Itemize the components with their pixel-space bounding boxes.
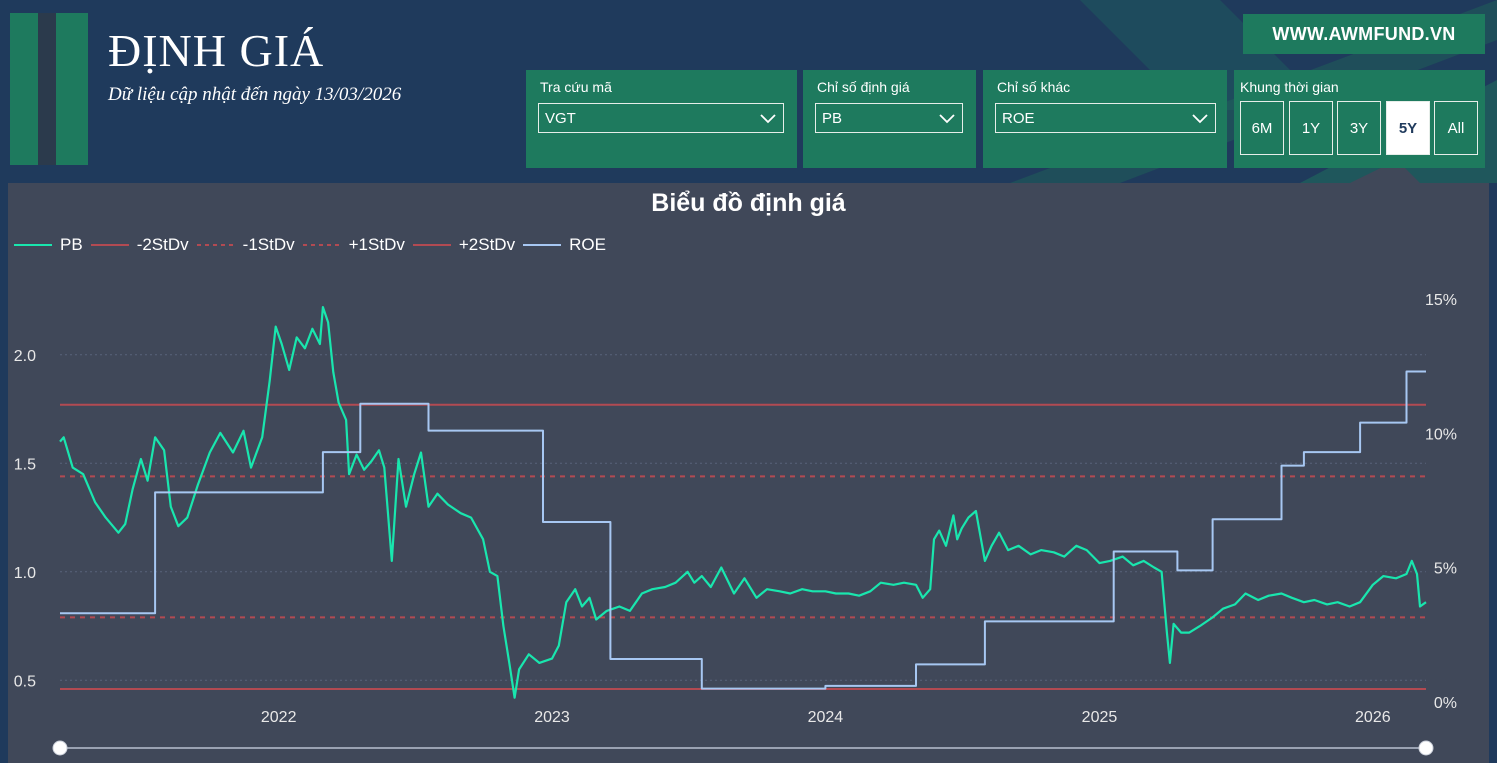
legend-label-minus2stdv: -2StDv xyxy=(136,235,189,254)
y-left-tick-label: 2.0 xyxy=(14,348,36,365)
other-metric-value: ROE xyxy=(1002,109,1035,127)
legend-swatch-pb xyxy=(14,244,52,246)
timeframe-label: Khung thời gian xyxy=(1240,79,1339,95)
ticker-filter-label: Tra cứu mã xyxy=(540,79,612,95)
legend-item-minus2stdv[interactable]: -2StDv xyxy=(90,235,189,255)
legend-label-plus1stdv: +1StDv xyxy=(348,235,405,254)
chevron-down-icon xyxy=(1192,114,1208,124)
other-metric-select[interactable]: ROE xyxy=(995,103,1216,133)
legend-item-pb[interactable]: PB xyxy=(14,235,83,255)
valuation-metric-filter-card: Chỉ số định giá PB xyxy=(803,70,976,168)
legend-label-minus1stdv: -1StDv xyxy=(242,235,295,254)
y-left-tick-label: 1.0 xyxy=(14,565,36,582)
legend-swatch-minus2stdv xyxy=(90,244,129,246)
legend-item-minus1stdv[interactable]: -1StDv xyxy=(196,235,295,255)
logo-bar-middle xyxy=(38,13,56,165)
legend-item-plus2stdv[interactable]: +2StDv xyxy=(412,235,516,255)
chart-legend: PB -2StDv -1StDv +1StDv +2StDv ROE xyxy=(14,235,614,255)
legend-swatch-roe xyxy=(523,244,562,246)
y-right-tick-label: 15% xyxy=(1425,292,1457,309)
y-right-tick-label: 5% xyxy=(1434,561,1457,578)
chart-title: Biểu đồ định giá xyxy=(651,189,846,217)
slider-handle-icon[interactable] xyxy=(1418,740,1434,756)
valuation-chart-panel: 0.5 1.0 1.5 2.0 0% 5% 10% 15% 2022 2023 2024 2025 20… xyxy=(8,183,1489,763)
other-metric-label: Chỉ số khác xyxy=(997,79,1071,95)
y-left-tick-label: 1.5 xyxy=(14,456,36,473)
logo-bar-left xyxy=(10,13,42,165)
legend-item-plus1stdv[interactable]: +1StDv xyxy=(302,235,405,255)
page-title: ĐỊNH GIÁ xyxy=(108,25,325,76)
y-right-tick-label: 10% xyxy=(1425,426,1457,443)
ticker-select-value: VGT xyxy=(545,109,576,127)
y-right-tick-label: 0% xyxy=(1434,695,1457,712)
y-left-tick-label: 0.5 xyxy=(14,673,36,690)
website-link-button[interactable]: WWW.AWMFUND.VN xyxy=(1243,14,1485,54)
x-tick-label: 2024 xyxy=(808,709,844,726)
slider-handle-icon[interactable] xyxy=(52,740,68,756)
series-line-pb xyxy=(59,305,1427,699)
legend-swatch-minus1stdv xyxy=(196,244,235,246)
other-metric-filter-card: Chỉ số khác ROE xyxy=(983,70,1227,168)
chevron-down-icon xyxy=(939,114,955,124)
ticker-select[interactable]: VGT xyxy=(538,103,784,133)
timeframe-1y-button[interactable]: 1Y xyxy=(1289,101,1333,155)
timeframe-3y-button[interactable]: 3Y xyxy=(1337,101,1381,155)
ticker-filter-card: Tra cứu mã VGT xyxy=(526,70,797,168)
timeframe-all-button[interactable]: All xyxy=(1434,101,1478,155)
timeframe-filter-card: Khung thời gian xyxy=(1234,70,1485,168)
valuation-metric-value: PB xyxy=(822,109,843,127)
logo-bar-right xyxy=(56,13,88,165)
timeframe-6m-button[interactable]: 6M xyxy=(1240,101,1284,155)
legend-item-roe[interactable]: ROE xyxy=(523,235,606,255)
x-tick-label: 2022 xyxy=(261,709,297,726)
legend-label-plus2stdv: +2StDv xyxy=(458,235,516,254)
valuation-metric-label: Chỉ số định giá xyxy=(817,79,910,95)
valuation-chart: 0.5 1.0 1.5 2.0 0% 5% 10% 15% 2022 2023 2024 2025 20… xyxy=(14,292,1457,756)
legend-swatch-plus2stdv xyxy=(412,244,451,246)
timeframe-5y-button[interactable]: 5Y xyxy=(1386,101,1430,155)
legend-swatch-plus1stdv xyxy=(302,244,341,246)
x-tick-label: 2025 xyxy=(1082,709,1118,726)
chevron-down-icon xyxy=(760,114,776,124)
series-line-roe xyxy=(60,370,1426,690)
x-tick-label: 2026 xyxy=(1355,709,1391,726)
legend-label-roe: ROE xyxy=(569,235,606,254)
legend-label-pb: PB xyxy=(60,235,83,254)
valuation-metric-select[interactable]: PB xyxy=(815,103,963,133)
x-tick-label: 2023 xyxy=(534,709,570,726)
update-date-subtitle: Dữ liệu cập nhật đến ngày 13/03/2026 xyxy=(108,84,402,105)
